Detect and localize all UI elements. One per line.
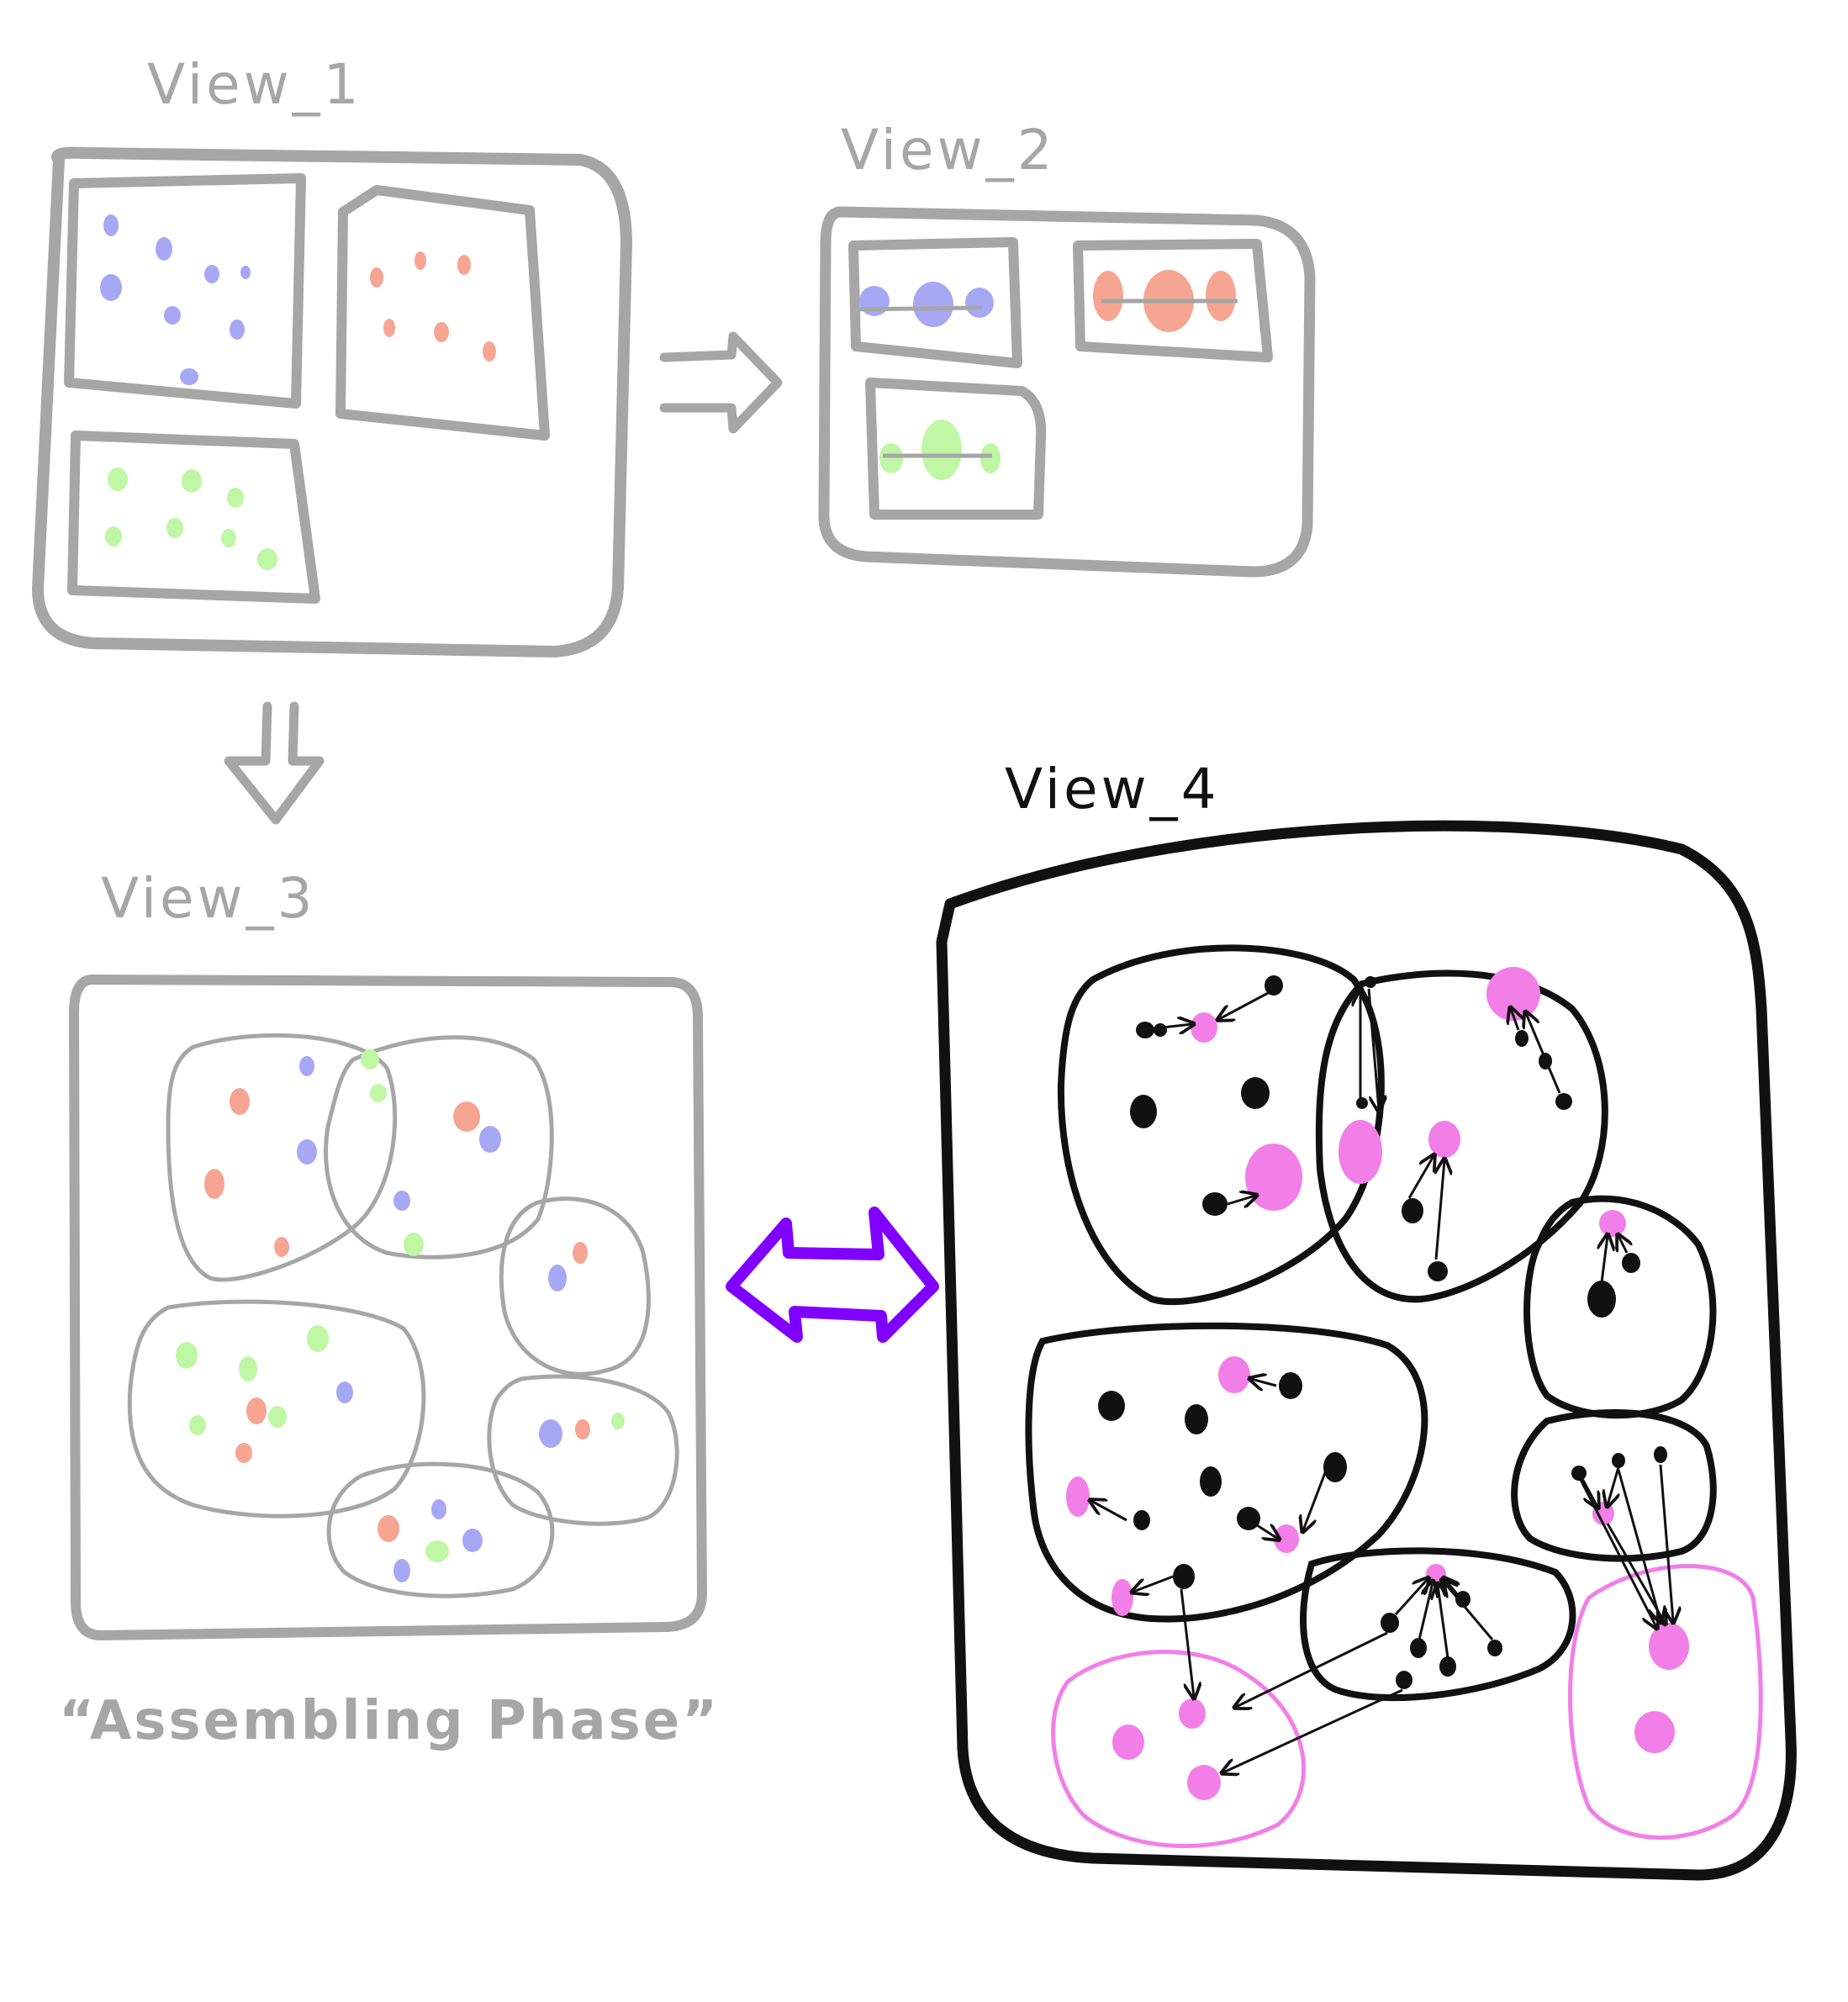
view3-view4-double-arrow [726,1207,939,1343]
cluster-outline [1300,1547,1576,1702]
cluster-outline [487,1374,679,1526]
view-3-title: View_3 [101,866,316,931]
view-2-blue-cluster [850,282,994,327]
cluster-outline [324,1035,554,1260]
view-2-red-panel [1073,239,1273,362]
view-1-blue-panel [64,173,306,409]
view-2-red-cluster [1093,270,1238,332]
cluster-outline [1315,969,1608,1303]
view-2-green-panel [865,378,1047,520]
cluster-outline [1511,1409,1717,1562]
view-3 [69,975,707,1640]
cluster-outline [326,1461,555,1598]
view-4-cluster-outlines [1025,944,1717,1702]
view-4-pink-outlines [1051,1564,1763,1848]
view-1-blue-dots [100,214,251,385]
cluster-outline [499,1196,651,1376]
view-1 [32,146,632,658]
assembling-phase-caption: “Assembling Phase” [59,1690,721,1752]
view-2-frame [818,206,1316,578]
view-4-arrows [1091,989,1673,1772]
view-2 [818,206,1316,578]
view-1-title: View_1 [147,52,362,117]
view1-to-view3-arrow [224,701,325,825]
view-3-frame [69,975,707,1640]
cluster-outline [166,1033,398,1282]
view-3-dots [176,1049,625,1582]
view-4 [936,820,1797,1881]
view-1-green-panel [67,431,320,604]
cluster-outline [1057,944,1385,1306]
view-4-title: View_4 [1005,757,1220,821]
pink-cluster-outline [1568,1564,1763,1840]
view-1-red-panel [335,185,550,441]
view1-to-view2-arrow [659,331,783,434]
cluster-outline [127,1299,426,1519]
view-1-red-dots [370,251,496,362]
view-1-green-dots [105,467,277,570]
view-4-black-nodes [1098,975,1667,1689]
view-4-pink-nodes [1066,967,1689,1800]
view-2-green-cluster [879,420,1001,480]
cluster-outline [1025,1322,1428,1623]
view-4-frame [936,820,1797,1881]
view-2-title: View_2 [841,118,1056,182]
view-2-blue-panel [848,237,1022,368]
pink-cluster-outline [1051,1650,1306,1848]
view-3-cluster-outlines [127,1033,679,1598]
view-1-frame [32,146,632,658]
